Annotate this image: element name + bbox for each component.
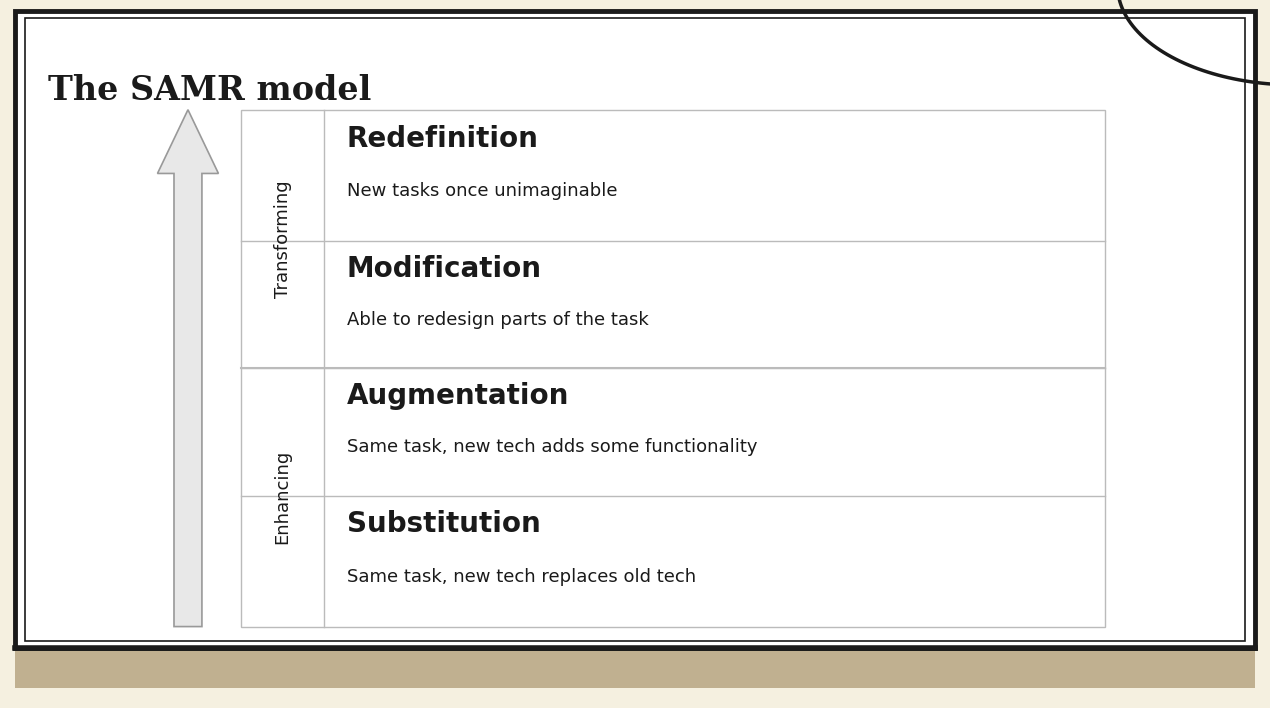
Text: Enhancing: Enhancing (273, 450, 292, 544)
Bar (241, 110, 1105, 627)
Text: Same task, new tech adds some functionality: Same task, new tech adds some functional… (347, 438, 757, 456)
Text: Redefinition: Redefinition (347, 125, 538, 152)
Text: Transforming: Transforming (273, 180, 292, 298)
Bar (15, 648, 1255, 688)
Text: Able to redesign parts of the task: Able to redesign parts of the task (347, 311, 649, 329)
Text: Same task, new tech replaces old tech: Same task, new tech replaces old tech (347, 568, 696, 586)
Text: New tasks once unimaginable: New tasks once unimaginable (347, 182, 617, 200)
Polygon shape (157, 110, 218, 627)
Text: Augmentation: Augmentation (347, 382, 569, 410)
Text: The SAMR model: The SAMR model (48, 74, 372, 108)
Text: Substitution: Substitution (347, 510, 541, 538)
Text: Modification: Modification (347, 255, 542, 282)
Bar (25, 18, 1245, 641)
